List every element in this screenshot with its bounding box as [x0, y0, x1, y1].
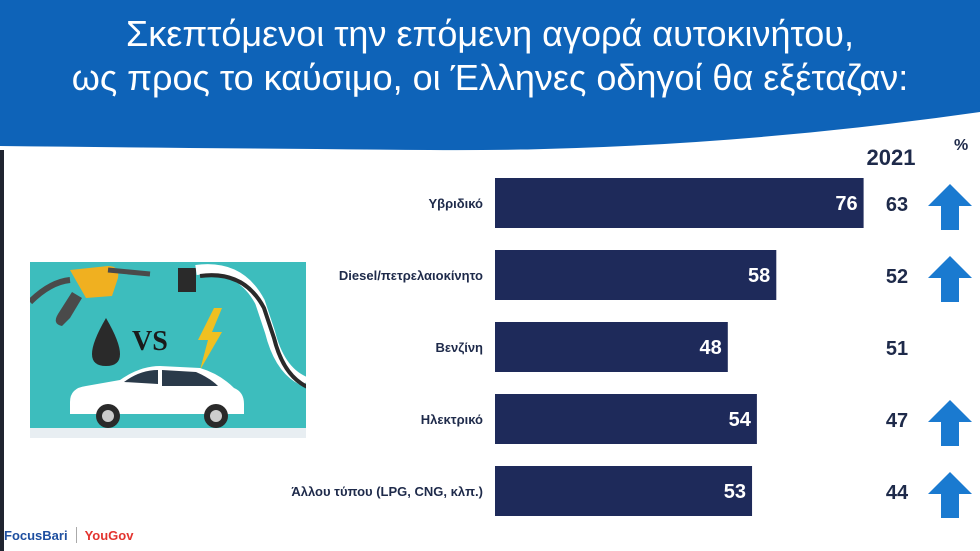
value-2021-label: 44	[886, 482, 909, 504]
bar	[495, 394, 757, 444]
focusbari-logo: FocusBari	[4, 527, 68, 543]
header-banner	[0, 0, 980, 151]
oil-drop-icon	[92, 318, 120, 366]
logo-separator	[75, 527, 77, 543]
value-2021-label: 63	[886, 194, 908, 216]
value-2021-label: 47	[886, 410, 908, 432]
bar	[495, 466, 753, 516]
category-label: Υβριδικό	[428, 196, 483, 211]
bar	[495, 250, 777, 300]
page-title: Σκεπτόμενοι την επόμενη αγορά αυτοκινήτο…	[0, 12, 980, 100]
electric-plug-icon	[178, 264, 306, 389]
car-icon	[30, 366, 306, 438]
title-line-2: ως προς το καύσιμο, οι Έλληνες οδηγοί θα…	[71, 57, 909, 98]
category-label: Βενζίνη	[435, 340, 483, 355]
footer-logos: FocusBari YouGov	[4, 524, 133, 546]
bar-value-label: 48	[700, 337, 722, 359]
bar	[495, 178, 864, 228]
yougov-logo: YouGov	[84, 527, 134, 543]
up-arrow-icon	[928, 400, 972, 446]
up-arrow-icon	[928, 184, 972, 230]
bar-value-label: 76	[835, 193, 857, 215]
bar-value-label: 54	[729, 409, 752, 431]
unit-label: %	[954, 137, 969, 154]
category-label: Άλλου τύπου (LPG, CNG, κλπ.)	[291, 484, 483, 499]
header: Σκεπτόμενοι την επόμενη αγορά αυτοκινήτο…	[0, 0, 980, 160]
value-2021-label: 51	[886, 338, 908, 360]
bar-value-label: 53	[724, 481, 746, 503]
left-frame-border	[0, 150, 4, 551]
value-2021-label: 52	[886, 266, 908, 288]
up-arrow-icon	[928, 256, 972, 302]
vs-label: VS	[132, 326, 168, 357]
fuel-vs-electric-illustration: VS	[30, 262, 306, 438]
category-label: Diesel/πετρελαιοκίνητο	[339, 268, 483, 283]
title-line-1: Σκεπτόμενοι την επόμενη αγορά αυτοκινήτο…	[126, 13, 854, 54]
bar-value-label: 58	[748, 265, 770, 287]
fuel-nozzle-icon	[30, 266, 151, 326]
category-label: Ηλεκτρικό	[421, 412, 483, 427]
bar	[495, 322, 728, 372]
up-arrow-icon	[928, 472, 972, 518]
lightning-icon	[198, 308, 222, 370]
comparison-year-label: 2021	[866, 145, 916, 170]
